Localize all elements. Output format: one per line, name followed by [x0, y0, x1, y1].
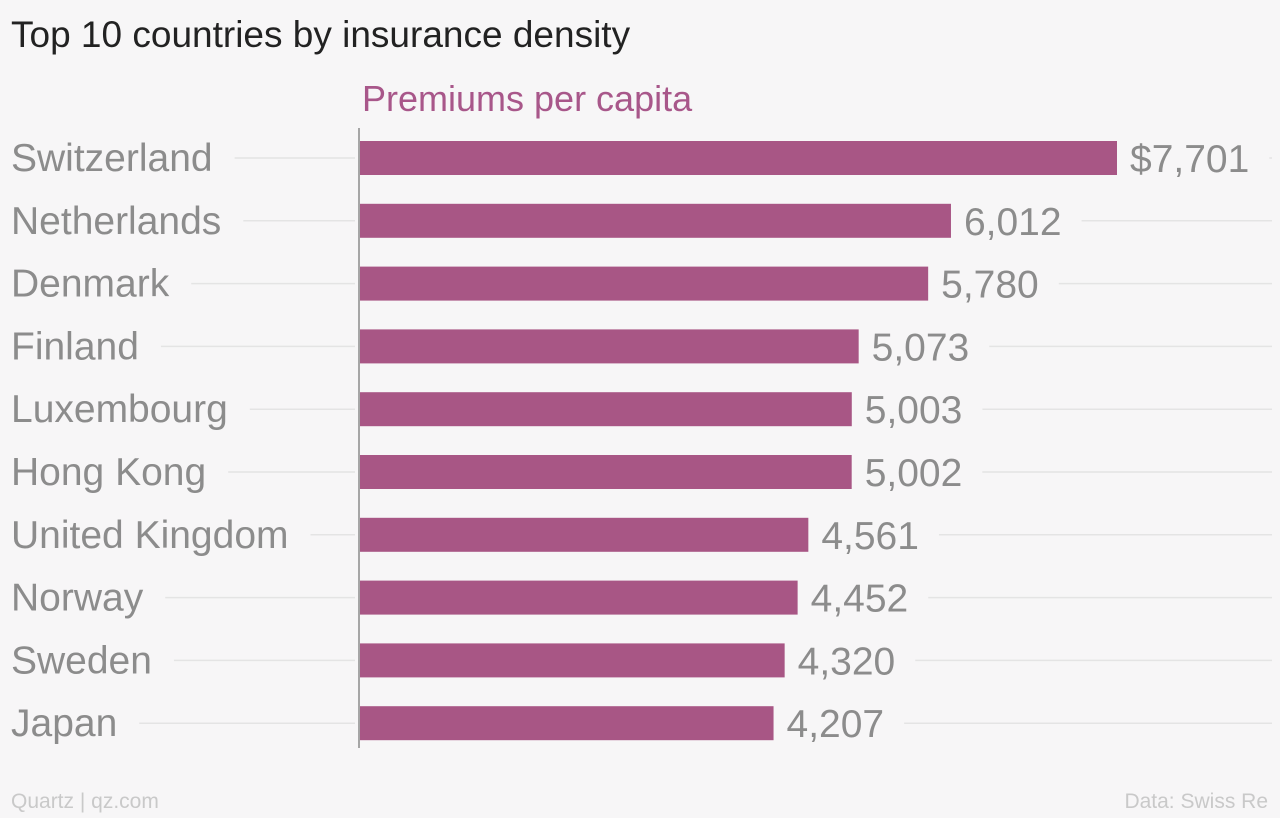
source-text: Data: Swiss Re [1124, 790, 1268, 813]
value-label: 5,002 [865, 452, 963, 495]
bar [360, 517, 809, 552]
series-label: Premiums per capita [362, 78, 693, 119]
value-label: $7,701 [1130, 138, 1249, 181]
category-label: Sweden [11, 639, 152, 682]
chart-title: Top 10 countries by insurance density [11, 14, 631, 55]
credit-text: Quartz | qz.com [11, 790, 159, 813]
category-label: Denmark [11, 263, 170, 306]
value-label: 4,561 [821, 515, 919, 558]
bar [360, 141, 1117, 175]
bar [360, 266, 929, 301]
value-label: 4,452 [811, 578, 909, 621]
bar [360, 706, 774, 741]
category-label: Hong Kong [11, 451, 206, 494]
value-label: 5,003 [865, 389, 963, 432]
bar [360, 643, 785, 678]
category-label: Luxembourg [11, 388, 228, 431]
bar [360, 392, 852, 427]
value-label: 6,012 [964, 201, 1062, 244]
value-label: 5,780 [941, 264, 1039, 307]
category-label: Netherlands [11, 200, 221, 243]
value-label: 4,207 [787, 703, 885, 746]
bar [360, 203, 951, 238]
value-label: 4,320 [798, 640, 896, 683]
category-label: Switzerland [11, 137, 213, 180]
value-label: 5,073 [872, 326, 970, 369]
bar [360, 329, 859, 364]
category-label: Japan [11, 702, 117, 745]
category-label: Norway [11, 577, 144, 620]
category-label: United Kingdom [11, 514, 289, 557]
category-label: Finland [11, 325, 139, 368]
bar [360, 580, 798, 615]
bar [360, 455, 852, 489]
